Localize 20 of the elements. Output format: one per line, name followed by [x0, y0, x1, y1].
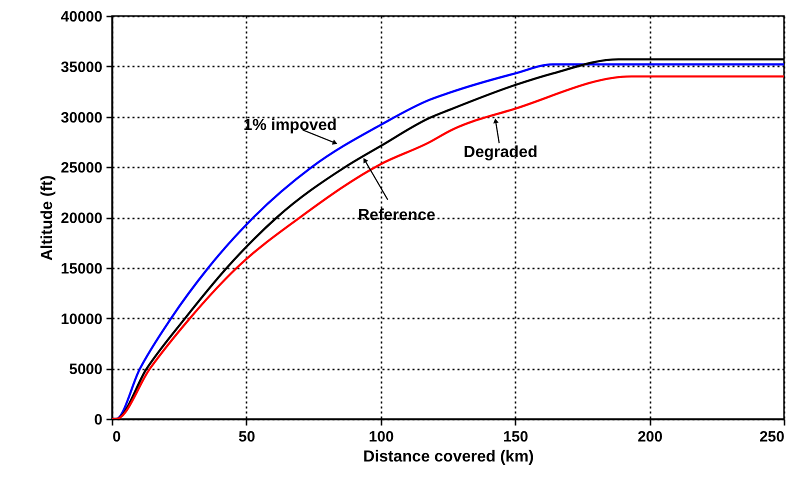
y-tick-label: 20000 [60, 210, 102, 227]
y-tick-label: 25000 [60, 160, 102, 177]
annotation: Degraded [464, 144, 538, 161]
y-tick-label: 10000 [60, 310, 102, 328]
x-axis-title: Distance covered (km) [363, 448, 534, 466]
x-tick-label: 200 [638, 428, 663, 446]
x-tick-label: 100 [368, 428, 394, 446]
annotation: Reference [358, 207, 436, 224]
y-tick-label: 30000 [60, 109, 102, 126]
y-tick-label: 15000 [60, 260, 102, 278]
annotation: 1% impoved [243, 116, 337, 134]
y-tick-label: 40000 [60, 8, 102, 26]
y-tick-label: 0 [94, 412, 102, 428]
x-tick-label: 50 [238, 428, 256, 446]
x-tick-label: 150 [503, 428, 528, 446]
y-tick-label: 5000 [69, 361, 102, 378]
x-tick-label: 0 [112, 428, 121, 446]
y-axis-title: Altitude (ft) [38, 175, 56, 261]
y-tick-label: 35000 [60, 58, 102, 76]
x-tick-label: 250 [759, 428, 784, 446]
